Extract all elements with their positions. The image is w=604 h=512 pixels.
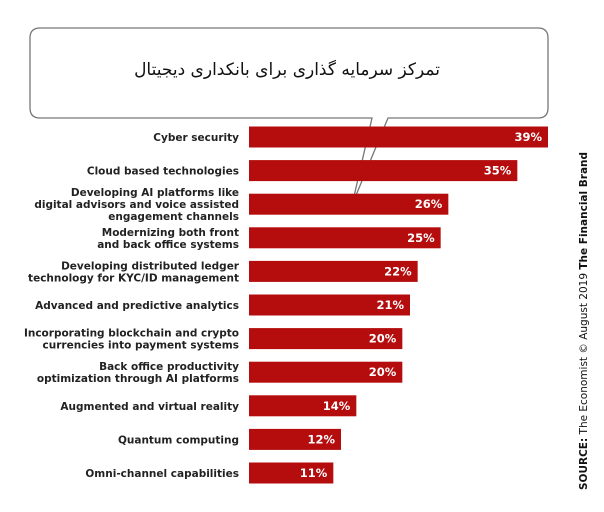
callout-title: تمرکز سرمایه گذاری برای بانکداری دیجیتال (134, 60, 440, 80)
bar (249, 428, 341, 450)
bar-value-label: 35% (484, 164, 512, 178)
bar-value-label: 26% (415, 197, 443, 211)
category-label-line: Advanced and predictive analytics (35, 300, 239, 312)
bar (249, 193, 449, 215)
category-label-line: engagement channels (108, 211, 239, 223)
bar (249, 160, 518, 182)
source-credit: SOURCE: The Economist © August 2019 The … (578, 152, 590, 490)
category-label-line: Developing AI platforms like (71, 187, 239, 199)
category-label: Back office productivity optimization thr… (37, 361, 239, 385)
category-label: Omni-channel capabilities (85, 468, 239, 480)
category-label-line: technology for KYC/ID management (28, 272, 239, 284)
source-text: The Economist © August 2019 (578, 272, 590, 435)
bar (249, 227, 441, 249)
category-label-line: Cyber security (153, 132, 239, 144)
bar (249, 328, 403, 350)
category-label: Augmented and virtual reality (60, 401, 239, 413)
category-label-line: Omni-channel capabilities (85, 468, 239, 480)
bar (249, 462, 334, 484)
bar (249, 361, 403, 383)
bar-value-label: 20% (369, 365, 397, 379)
bar (249, 294, 410, 316)
category-label-line: optimization through AI platforms (37, 373, 239, 385)
bar-value-label: 25% (407, 231, 435, 245)
value-labels-group: 39% 35% 26% 25% 22% 21% 20% 20% 14% 12% 11% (300, 130, 543, 480)
category-label: Modernizing both front and back office sy… (97, 227, 239, 251)
category-label-line: Augmented and virtual reality (60, 401, 239, 413)
category-labels-group: Cyber security Cloud based technologies De… (24, 132, 240, 480)
category-label-line: Cloud based technologies (87, 166, 239, 178)
category-label-line: and back office systems (97, 239, 239, 251)
category-label: Developing AI platforms like digital advi… (34, 187, 239, 223)
category-label: Cloud based technologies (87, 166, 239, 178)
bar (249, 260, 418, 282)
bar-value-label: 21% (376, 298, 404, 312)
category-label: Developing distributed ledger technology … (28, 260, 240, 284)
bar (249, 395, 357, 417)
category-label-line: Back office productivity (99, 361, 239, 373)
category-label-line: Developing distributed ledger (61, 260, 240, 272)
category-label-line: digital advisors and voice assisted (34, 199, 239, 211)
category-label-line: Modernizing both front (102, 227, 239, 239)
bar (249, 126, 548, 148)
source-prefix: SOURCE: (578, 437, 590, 490)
bar-value-label: 11% (300, 466, 328, 480)
bar-value-label: 22% (384, 264, 412, 278)
category-label: Advanced and predictive analytics (35, 300, 239, 312)
source-brand: The Financial Brand (578, 151, 590, 270)
bar-value-label: 14% (323, 399, 351, 413)
bar-value-label: 20% (369, 332, 397, 346)
category-label: Quantum computing (118, 434, 239, 446)
bar-value-label: 39% (514, 130, 542, 144)
category-label-line: currencies into payment systems (43, 340, 239, 352)
category-label-line: Incorporating blockchain and crypto (24, 328, 239, 340)
bars-group (249, 126, 548, 484)
category-label-line: Quantum computing (118, 434, 239, 446)
category-label: Cyber security (153, 132, 239, 144)
category-label: Incorporating blockchain and crypto curre… (24, 328, 239, 352)
bar-value-label: 12% (307, 432, 335, 446)
